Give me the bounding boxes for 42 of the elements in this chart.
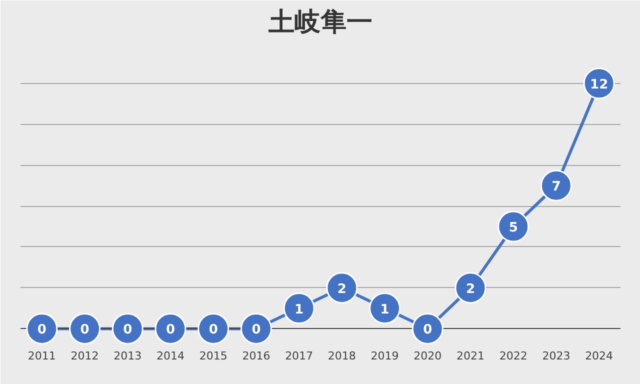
point [540, 170, 572, 202]
data-label: 7 [552, 180, 561, 195]
data-label: 5 [508, 220, 518, 236]
data-label: 1 [380, 302, 390, 318]
x-tick-label: 2012 [70, 350, 99, 363]
point [283, 292, 315, 324]
data-label: 0 [80, 322, 90, 338]
point [369, 292, 401, 324]
x-tick-label: 2021 [456, 350, 485, 363]
point [69, 312, 101, 344]
x-tick-label: 2020 [414, 350, 442, 363]
x-tick-label: 2016 [242, 350, 270, 363]
data-label: 0 [123, 322, 132, 338]
point [454, 272, 486, 304]
point [112, 312, 144, 344]
point [412, 312, 444, 344]
data-label: 0 [37, 322, 46, 338]
data-label: 0 [423, 322, 432, 338]
point [198, 312, 230, 344]
x-tick-label: 2018 [328, 350, 356, 363]
data-label: 2 [466, 282, 476, 297]
point [26, 312, 58, 344]
x-tick-label: 2017 [285, 350, 314, 363]
data-label: 1 [294, 302, 304, 318]
x-tick-label: 2019 [370, 350, 399, 363]
x-tick-label: 2024 [585, 350, 614, 363]
data-label: 0 [166, 322, 176, 338]
data-label: 0 [208, 322, 218, 338]
x-tick-label: 2014 [156, 350, 185, 363]
x-tick-label: 2013 [114, 350, 142, 363]
chart-title: 土岐隼一 [268, 8, 372, 38]
data-label: 12 [590, 77, 608, 92]
point [240, 312, 272, 344]
x-tick-label: 2022 [499, 350, 528, 363]
data-label: 2 [337, 282, 346, 297]
point [498, 210, 530, 242]
x-tick-label: 2023 [542, 350, 570, 363]
x-tick-label: 2015 [199, 350, 228, 363]
point [154, 312, 186, 344]
point [326, 272, 358, 304]
data-label: 0 [252, 322, 261, 338]
x-tick-label: 2011 [28, 350, 56, 363]
